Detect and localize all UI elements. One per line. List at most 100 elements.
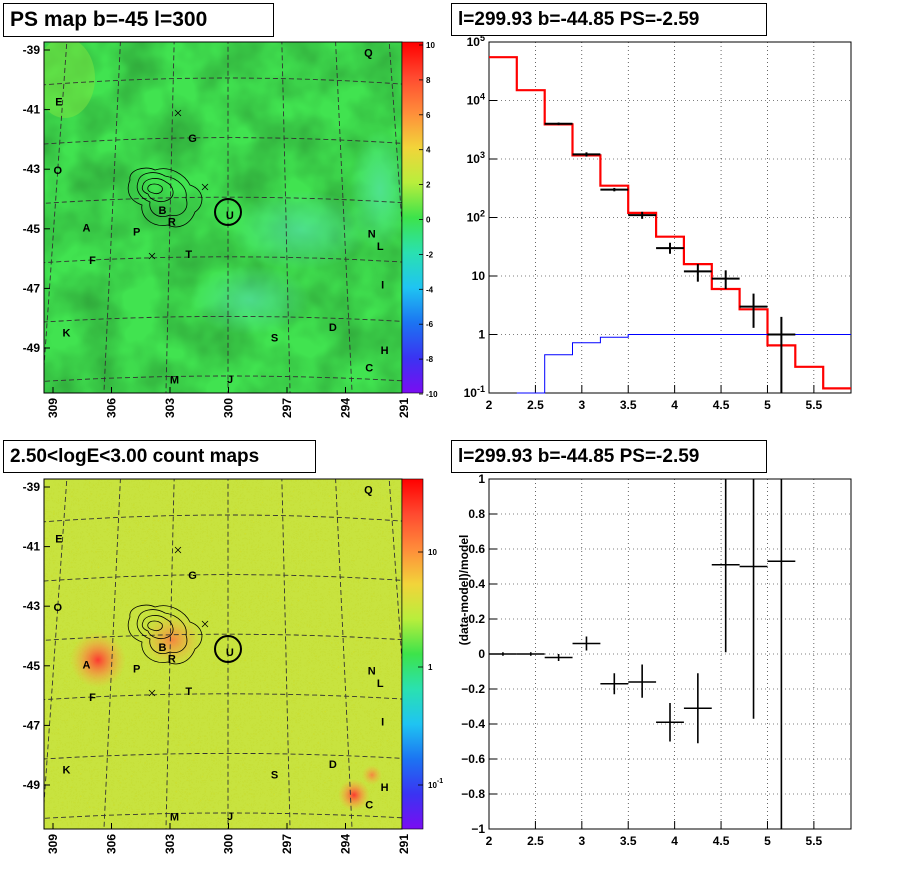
map-y-tick-label: -41 [23,540,41,554]
ps-map-contours [127,109,242,260]
count-map-coordinate-grid [44,479,402,829]
map-x-tick-label: 303 [163,834,177,854]
source-label-f: F [89,255,96,267]
grid-meridian [165,42,175,393]
residual-y-tick-label: 0.2 [468,612,485,626]
spectrum-x-tick-label: 3.5 [620,398,637,412]
source-label-s: S [271,770,278,782]
map-x-tick-label: 291 [397,834,411,854]
spectrum-background-histogram [516,334,851,394]
colorbar-tick-label: 4 [426,146,431,155]
spectrum-x-tick-label: 2.5 [527,398,544,412]
map-x-tick-label: 294 [339,834,353,854]
spectrum-y-tick-label: 102 [467,209,485,225]
map-x-tick-label: 297 [280,398,294,418]
map-x-tick-label: 300 [222,834,236,854]
source-label-j: J [227,811,233,823]
grid-parallel [44,315,402,323]
colorbar-tick-label: -8 [426,355,434,364]
ps-map-source-labels: Q E G O BR U A P NL F T I K S D HC M J [54,47,389,386]
map-x-tick-label: 303 [163,398,177,418]
source-label-u: U [226,647,234,659]
contour-line [147,620,163,632]
grid-meridian [388,42,402,231]
source-label-g: G [188,570,197,582]
map-y-tick-label: -43 [23,599,41,613]
spectrum-y-tick-label: 1 [478,328,485,342]
spectrum-x-tick-label: 4 [671,398,678,412]
residual-x-tick-label: 4.5 [713,834,730,848]
map-x-tick-label: 300 [222,398,236,418]
spectrum-x-tick-label: 3 [578,398,585,412]
spectrum-y-tick-label: 10-1 [464,384,485,400]
grid-meridian [436,0,483,475]
contour-line [147,183,163,195]
source-label-d: D [329,322,337,334]
grid-meridian [44,479,68,810]
grid-meridian [281,42,291,393]
source-label-m: M [170,374,179,386]
source-label-o: O [54,165,63,177]
source-label-f: F [89,692,96,704]
residual-x-tick-label: 2.5 [527,834,544,848]
map-x-tick-label: 309 [46,398,60,418]
map-x-tick-label: 306 [105,398,119,418]
spectrum-title: l=299.93 b=-44.85 PS=-2.59 [451,3,767,36]
residual-y-axis-label: (data-model)/model [457,535,471,646]
colorbar-tick-label: 10 [428,548,437,557]
source-label-i: I [381,280,384,292]
count-map-colorbar [402,479,423,829]
spectrum-x-tick-label: 2 [486,398,493,412]
source-label-k: K [63,328,71,340]
source-label-k: K [63,765,71,777]
colorbar-tick-label: 0 [426,216,431,225]
x-marker [174,546,182,554]
contour-line [136,172,188,217]
map-x-tick-label: 309 [46,834,60,854]
residual-title: l=299.93 b=-44.85 PS=-2.59 [451,440,767,473]
residual-plot: 2 2.5 3 3.5 4 4.5 5 5.5 1 0.8 0.6 0.4 0.2 0 −0.2 −0.4 −0… [457,472,852,848]
x-marker [148,252,156,260]
source-label-t: T [185,249,192,261]
residual-y-tick-label: 0 [478,647,485,661]
count-map-title: 2.50<logE<3.00 count maps [3,440,316,473]
source-label-l: L [377,678,384,690]
source-label-e: E [55,534,62,546]
colorbar-tick-label: -4 [426,285,434,294]
grid-meridian [0,0,20,475]
residual-x-tick-label: 2 [486,834,493,848]
source-label-q: Q [364,47,373,59]
spectrum-x-tick-label: 4.5 [713,398,730,412]
source-label-n: N [368,666,376,678]
residual-y-tick-label: −0.8 [461,787,485,801]
grid-parallel [44,633,402,641]
residual-y-tick-label: −0.2 [461,682,485,696]
map-y-tick-label: -45 [23,659,41,673]
source-label-a: A [83,660,91,672]
grid-parallel [44,77,402,86]
spectrum-x-tick-label: 5.5 [806,398,823,412]
spectrum-plot: 2 2.5 3 3.5 4 4.5 5 5.5 10-1 1 10 102 103 104 105 [464,33,852,412]
source-label-h: H [381,782,389,794]
colorbar-tick-label: -10 [426,390,438,399]
residual-x-tick-label: 3 [578,834,585,848]
map-y-tick-label: -47 [23,281,41,295]
source-label-a: A [83,223,91,235]
map-x-tick-label: 306 [105,834,119,854]
spectrum-y-tick-label: 10 [472,269,486,283]
contour-line [127,167,203,228]
contour-line [141,178,174,202]
count-map: Q E G O BR U A P NL F T I K S D HC M J -39 -41 -43 -45 -47 -49… [23,478,443,854]
source-label-n: N [368,229,376,241]
map-y-tick-label: -43 [23,162,41,176]
grid-meridian [44,42,68,373]
residual-y-tick-label: 1 [478,472,485,486]
colorbar-tick-label: -6 [426,320,434,329]
residual-y-tick-label: −0.4 [461,717,485,731]
source-label-c: C [365,362,373,374]
grid-parallel [44,196,402,204]
colorbar-tick-label: -2 [426,250,434,259]
source-label-j: J [227,374,233,386]
